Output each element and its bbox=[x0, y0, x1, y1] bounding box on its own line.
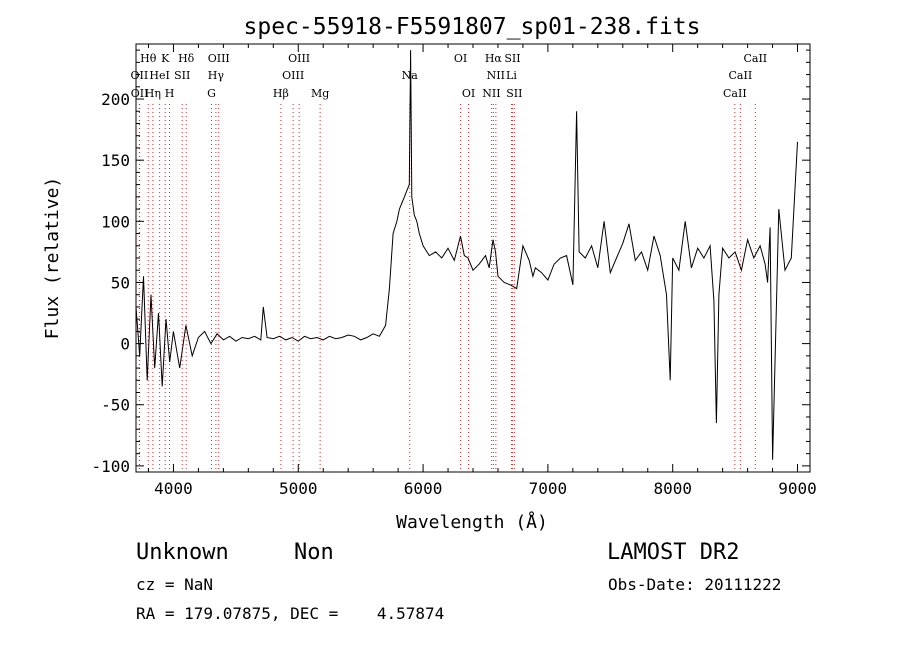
classification-label: Unknown bbox=[136, 540, 229, 565]
x-tick-label: 9000 bbox=[778, 479, 817, 498]
line-id-label: CaII bbox=[729, 69, 753, 82]
y-tick-label: 200 bbox=[101, 90, 130, 109]
survey-label: LAMOST DR2 bbox=[607, 540, 740, 565]
coordinates-label: RA = 179.07875, DEC = 4.57874 bbox=[136, 604, 445, 623]
line-id-label: CaII bbox=[743, 52, 767, 65]
line-id-label: OII bbox=[131, 69, 149, 82]
line-id-label: SII bbox=[506, 87, 522, 100]
spectrum-layer bbox=[135, 50, 798, 460]
x-tick-label: 5000 bbox=[279, 479, 318, 498]
plot-frame bbox=[135, 43, 811, 473]
line-id-label: SII bbox=[504, 52, 520, 65]
line-id-label: Hα bbox=[485, 52, 503, 65]
x-tick-label: 6000 bbox=[404, 479, 443, 498]
line-id-label: H bbox=[165, 87, 175, 100]
line-id-label: SII bbox=[174, 69, 190, 82]
subclass-label: Non bbox=[294, 540, 334, 565]
line-id-label: Hθ bbox=[140, 52, 157, 65]
y-tick-label: 0 bbox=[120, 335, 130, 354]
line-id-label: NII bbox=[482, 87, 500, 100]
line-id-label: OIII bbox=[288, 52, 310, 65]
line-id-label: OIII bbox=[282, 69, 304, 82]
line-id-label: Mg bbox=[311, 87, 329, 100]
y-tick-label: -50 bbox=[101, 396, 130, 415]
line-id-label: Hδ bbox=[178, 52, 195, 65]
line-id-layer: Hθ OII OII K HeI Hη Hδ SII H OIII Hγ G OIII OIII Hβ Mg N… bbox=[131, 52, 767, 472]
obs-date-label: Obs-Date: 20111222 bbox=[608, 575, 782, 594]
line-id-label: HeI bbox=[149, 69, 169, 82]
line-id-label: NII bbox=[487, 69, 505, 82]
redshift-label: cz = NaN bbox=[136, 575, 214, 594]
line-id-label: OI bbox=[462, 87, 475, 100]
x-tick-label: 4000 bbox=[154, 479, 193, 498]
line-id-label: OII bbox=[131, 87, 149, 100]
line-id-label: Hη bbox=[145, 87, 161, 100]
line-id-label: Hβ bbox=[273, 87, 289, 100]
line-id-label: OIII bbox=[208, 52, 230, 65]
y-tick-label: 50 bbox=[111, 273, 130, 292]
y-axis-label: Flux (relative) bbox=[42, 177, 63, 340]
y-tick-label: 100 bbox=[101, 212, 130, 231]
line-id-label: CaII bbox=[723, 87, 747, 100]
line-id-label: OI bbox=[454, 52, 467, 65]
axes-layer: 4000 5000 6000 7000 8000 9000 -100 -50 0 50 100 150… bbox=[91, 44, 817, 498]
line-id-label: K bbox=[161, 52, 170, 65]
line-id-label: G bbox=[207, 87, 216, 100]
line-id-label: Li bbox=[506, 69, 517, 82]
spectrum-series-line bbox=[135, 50, 798, 460]
chart-title: spec-55918-F5591807_sp01-238.fits bbox=[244, 14, 701, 40]
x-tick-label: 7000 bbox=[529, 479, 568, 498]
y-tick-label: -100 bbox=[91, 457, 130, 476]
y-tick-label: 150 bbox=[101, 151, 130, 170]
x-axis-label: Wavelength (Å) bbox=[396, 511, 548, 533]
line-id-label: Hγ bbox=[208, 69, 225, 82]
x-tick-label: 8000 bbox=[653, 479, 692, 498]
